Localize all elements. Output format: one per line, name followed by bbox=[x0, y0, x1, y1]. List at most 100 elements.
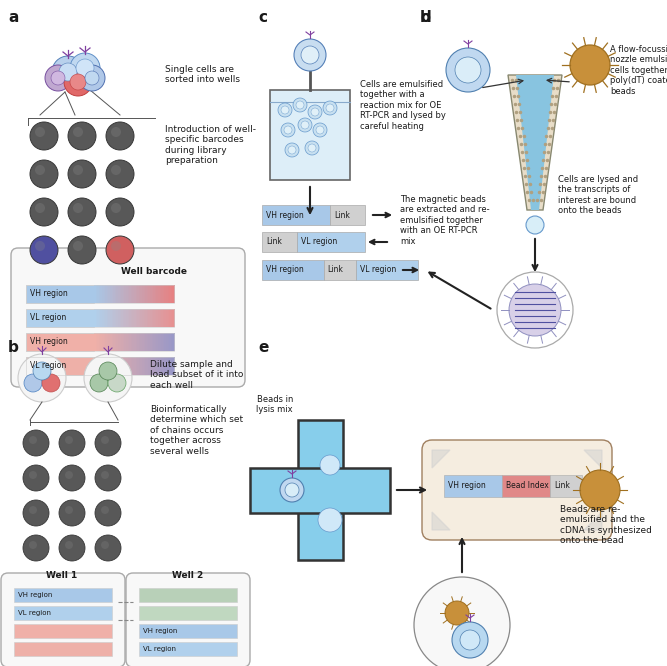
Bar bbox=[95, 309, 97, 327]
Bar bbox=[161, 285, 163, 303]
Text: d: d bbox=[420, 10, 431, 25]
Circle shape bbox=[30, 198, 58, 226]
Circle shape bbox=[101, 436, 109, 444]
Bar bbox=[97, 309, 99, 327]
Bar bbox=[121, 333, 123, 351]
Bar bbox=[101, 357, 103, 375]
Bar bbox=[111, 309, 113, 327]
Bar bbox=[119, 309, 121, 327]
Circle shape bbox=[285, 143, 299, 157]
Circle shape bbox=[68, 122, 96, 150]
Bar bbox=[142, 333, 144, 351]
Circle shape bbox=[414, 577, 510, 666]
Bar bbox=[169, 309, 171, 327]
Bar bbox=[150, 333, 152, 351]
Bar bbox=[117, 357, 119, 375]
Bar bbox=[356, 260, 418, 280]
Bar bbox=[159, 333, 161, 351]
Bar bbox=[298, 420, 343, 560]
Bar bbox=[99, 357, 101, 375]
Bar bbox=[127, 357, 129, 375]
Circle shape bbox=[111, 127, 121, 137]
Circle shape bbox=[106, 236, 134, 264]
Bar bbox=[163, 285, 165, 303]
Bar bbox=[126, 285, 128, 303]
Bar bbox=[156, 285, 159, 303]
Bar bbox=[137, 309, 139, 327]
Bar bbox=[102, 309, 104, 327]
Bar bbox=[109, 357, 111, 375]
Bar bbox=[171, 357, 173, 375]
Bar bbox=[153, 357, 155, 375]
Text: VL region: VL region bbox=[30, 314, 66, 322]
Circle shape bbox=[73, 203, 83, 213]
Text: Link: Link bbox=[327, 266, 343, 274]
Circle shape bbox=[99, 362, 117, 380]
Circle shape bbox=[59, 465, 85, 491]
Bar bbox=[103, 357, 105, 375]
Bar bbox=[26, 309, 174, 327]
Bar bbox=[125, 285, 127, 303]
Bar bbox=[172, 309, 175, 327]
Bar bbox=[113, 333, 115, 351]
Bar bbox=[99, 285, 101, 303]
Circle shape bbox=[305, 141, 319, 155]
Bar bbox=[147, 333, 149, 351]
Bar bbox=[117, 285, 119, 303]
Bar bbox=[109, 309, 111, 327]
Bar bbox=[155, 333, 157, 351]
Bar bbox=[139, 642, 237, 656]
Circle shape bbox=[455, 57, 481, 83]
Polygon shape bbox=[508, 75, 562, 210]
Bar bbox=[118, 357, 120, 375]
Bar bbox=[102, 357, 104, 375]
Circle shape bbox=[95, 430, 121, 456]
Bar bbox=[113, 357, 115, 375]
Bar bbox=[147, 357, 149, 375]
Bar bbox=[115, 309, 117, 327]
Bar bbox=[129, 357, 131, 375]
Bar bbox=[14, 642, 112, 656]
Circle shape bbox=[33, 362, 51, 380]
Bar bbox=[126, 309, 128, 327]
Bar bbox=[115, 357, 117, 375]
Polygon shape bbox=[516, 75, 554, 210]
Polygon shape bbox=[432, 450, 450, 468]
Circle shape bbox=[509, 284, 561, 336]
Bar bbox=[169, 357, 171, 375]
Bar bbox=[502, 475, 550, 497]
Bar bbox=[135, 333, 137, 351]
Bar bbox=[110, 357, 112, 375]
Circle shape bbox=[76, 59, 94, 77]
Bar bbox=[14, 624, 112, 638]
Bar bbox=[125, 333, 127, 351]
Bar bbox=[171, 333, 173, 351]
Text: A flow-focussing
nozzle emulsifies
cells together with
poly(dT) coated
beads: A flow-focussing nozzle emulsifies cells… bbox=[610, 45, 667, 96]
Bar bbox=[151, 309, 153, 327]
Bar bbox=[151, 333, 153, 351]
Circle shape bbox=[35, 241, 45, 251]
Circle shape bbox=[301, 46, 319, 64]
Circle shape bbox=[65, 471, 73, 479]
Bar bbox=[97, 357, 99, 375]
Circle shape bbox=[580, 470, 620, 510]
Polygon shape bbox=[584, 512, 602, 530]
Bar bbox=[156, 333, 159, 351]
Text: e: e bbox=[258, 340, 268, 355]
Text: Link: Link bbox=[334, 210, 350, 220]
Bar bbox=[163, 357, 165, 375]
Bar bbox=[118, 309, 120, 327]
Circle shape bbox=[23, 500, 49, 526]
Bar bbox=[110, 309, 112, 327]
Circle shape bbox=[45, 65, 71, 91]
Bar bbox=[105, 357, 107, 375]
Bar bbox=[133, 309, 135, 327]
Circle shape bbox=[316, 126, 324, 134]
Bar bbox=[153, 309, 155, 327]
Bar bbox=[14, 606, 112, 620]
Bar bbox=[171, 309, 173, 327]
Bar bbox=[143, 285, 145, 303]
Bar bbox=[148, 333, 151, 351]
Circle shape bbox=[460, 630, 480, 650]
Bar bbox=[126, 333, 128, 351]
